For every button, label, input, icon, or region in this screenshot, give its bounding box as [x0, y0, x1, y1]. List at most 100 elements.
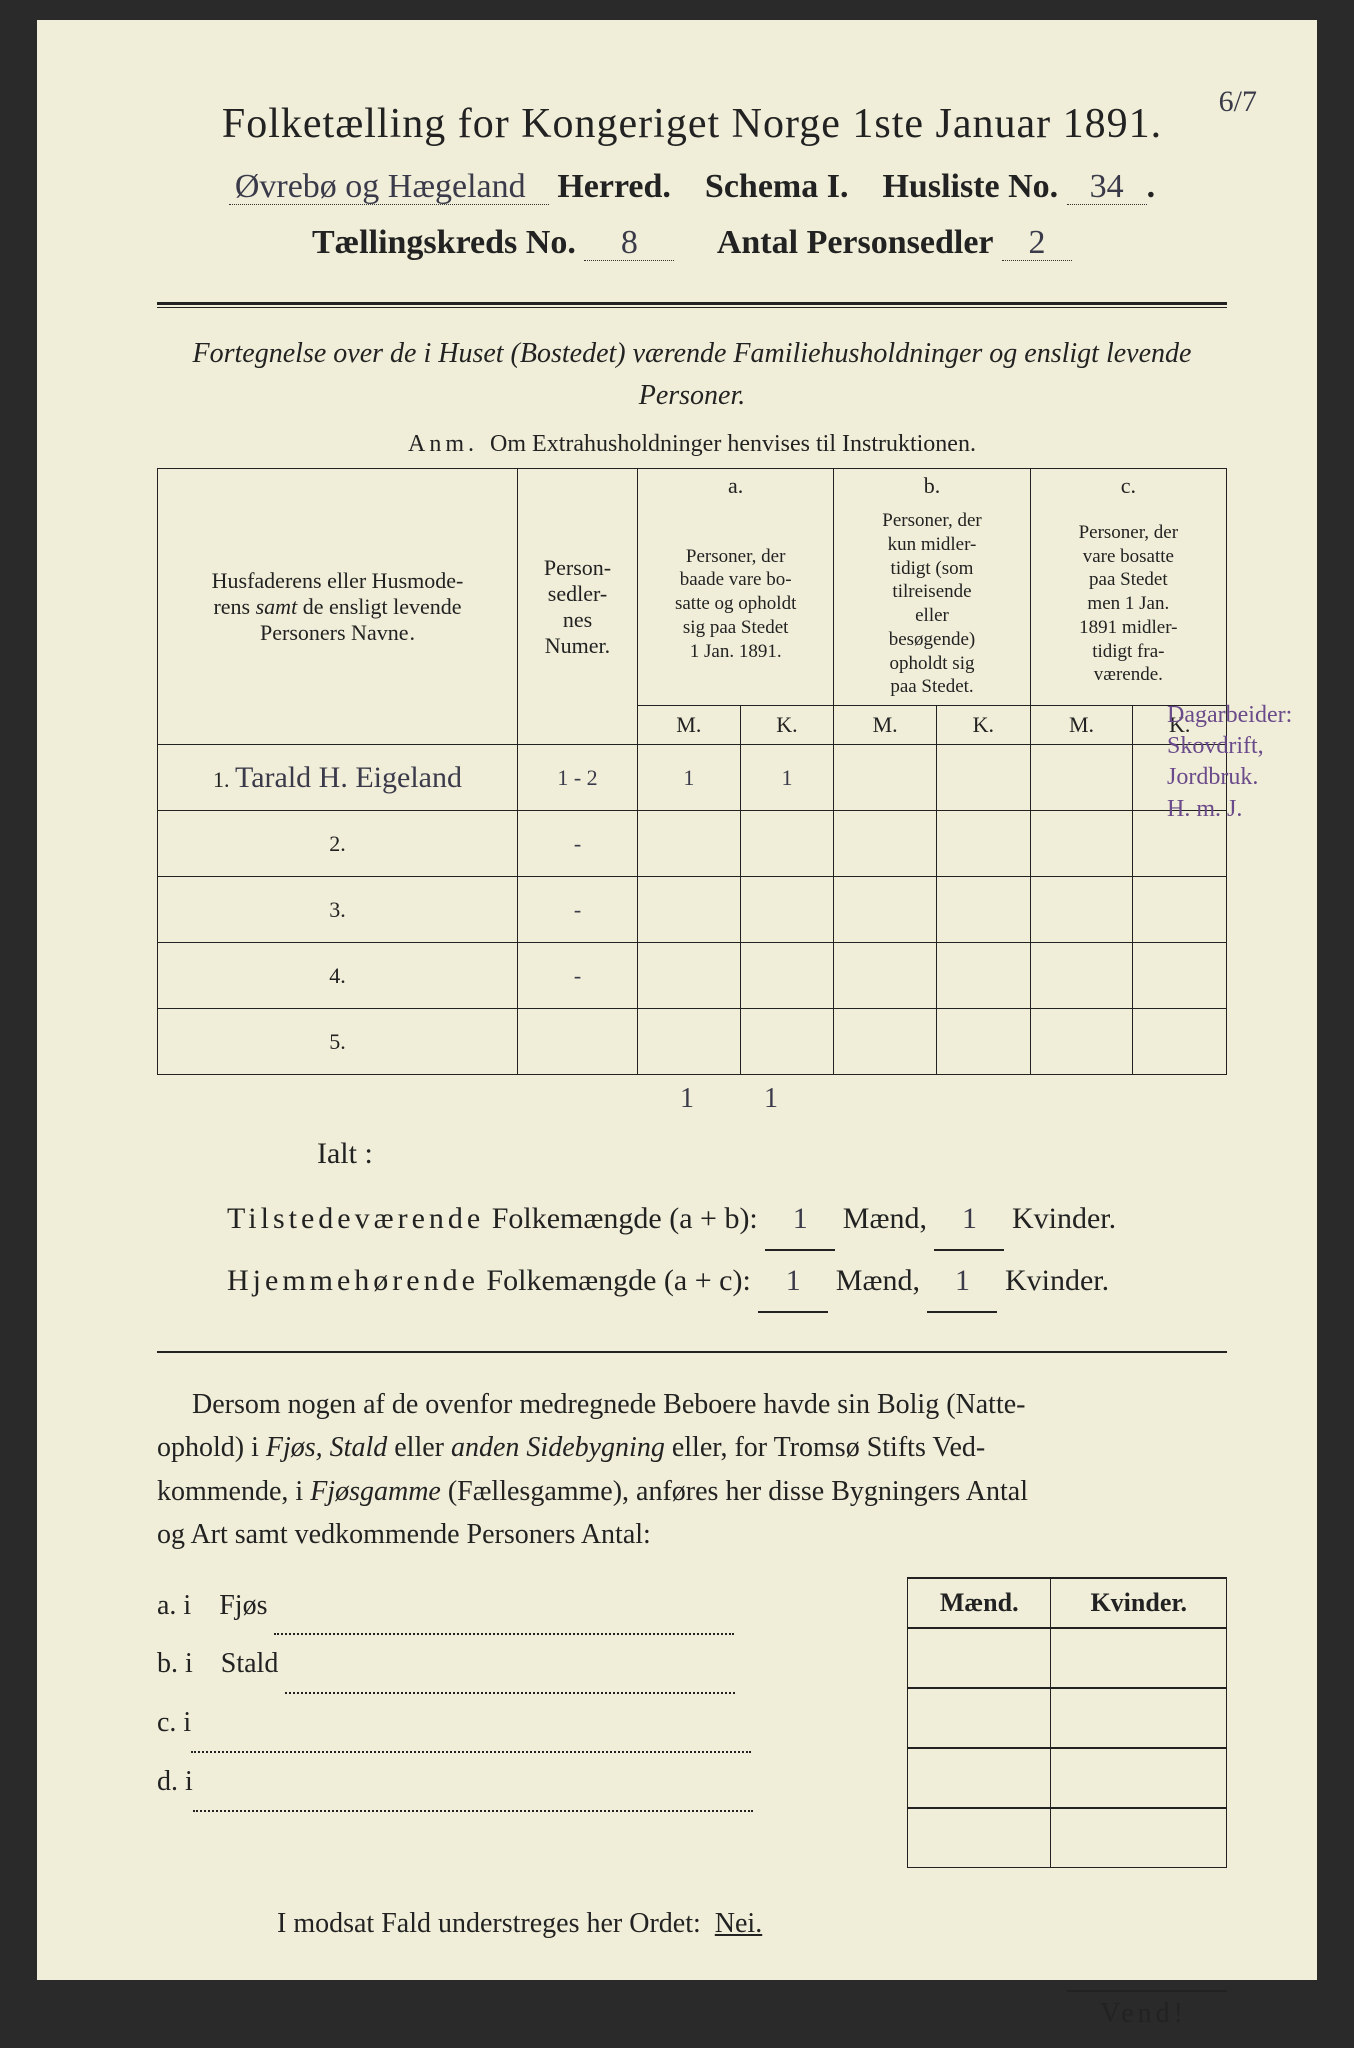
col-c-m: M. — [1030, 706, 1133, 745]
table-row: 2. - — [158, 811, 1227, 877]
abcd-list: a. i Fjøs b. i Stald c. i d. i — [157, 1577, 877, 1869]
schema-label: Schema I. — [705, 168, 849, 205]
cell-num: - — [518, 877, 638, 943]
hjemme-label: Hjemmehørende — [227, 1264, 479, 1297]
em-fjos: Fjøs, Stald — [266, 1432, 387, 1463]
tick-a-m: 1 — [647, 1083, 727, 1115]
maend-label: Mænd, — [843, 1202, 927, 1235]
abcd-label: Fjøs — [219, 1590, 267, 1621]
herred-label: Herred. — [557, 168, 671, 205]
totals-tilstede: Tilstedeværende Folkemængde (a + b): 1 M… — [227, 1189, 1227, 1251]
kvinder-label: Kvinder. — [1012, 1202, 1116, 1235]
divider — [157, 1351, 1227, 1353]
abcd-row: b. i Stald — [157, 1635, 877, 1694]
kreds-label: Tællingskreds No. — [312, 224, 576, 261]
nei-line: I modsat Fald understreges her Ordet: Ne… — [277, 1908, 1227, 1940]
margin-annotation: Dagarbeider: Skovdrift, Jordbruk. H. m. … — [1167, 700, 1287, 825]
cell-num: 1 - 2 — [518, 745, 638, 811]
antal-value: 2 — [1002, 226, 1072, 261]
abcd-row: c. i — [157, 1694, 877, 1753]
mk-table: Mænd.Kvinder. — [907, 1577, 1227, 1869]
nei-word: Nei. — [715, 1908, 762, 1939]
em-anden: anden Sidebygning — [451, 1432, 665, 1463]
row-num: 2. — [158, 811, 518, 877]
below-ticks: 1 1 — [647, 1083, 1227, 1115]
col-b-m: M. — [834, 706, 937, 745]
col-a-k: K. — [740, 706, 834, 745]
header-line-3: Tællingskreds No. 8 Antal Personsedler 2 — [157, 224, 1227, 262]
census-form-page: 6/7 Folketælling for Kongeriget Norge 1s… — [37, 20, 1317, 1980]
divider — [157, 302, 1227, 308]
abcd-tag: a. i — [157, 1590, 191, 1621]
mk-m-header: Mænd. — [908, 1578, 1051, 1628]
mk-cell — [1051, 1808, 1227, 1868]
row-num: 1. — [213, 767, 230, 792]
col-b-text: Personer, derkun midler-tidigt (somtilre… — [834, 503, 1030, 706]
mk-cell — [908, 1808, 1051, 1868]
lower-section: a. i Fjøs b. i Stald c. i d. i Mænd.Kvin… — [157, 1577, 1227, 1869]
ialt-label: Ialt : — [317, 1137, 1227, 1171]
household-table: Husfaderens eller Husmode-rens samt de e… — [157, 468, 1227, 1075]
mk-cell — [908, 1628, 1051, 1688]
table-row: 5. — [158, 1009, 1227, 1075]
col-b-k: K. — [936, 706, 1030, 745]
nei-text: I modsat Fald understreges her Ordet: — [277, 1908, 701, 1939]
row-num: 3. — [158, 877, 518, 943]
row-num: 5. — [158, 1009, 518, 1075]
totals-block: Tilstedeværende Folkemængde (a + b): 1 M… — [227, 1189, 1227, 1313]
cell-num: - — [518, 943, 638, 1009]
totals-hjemme: Hjemmehørende Folkemængde (a + c): 1 Mæn… — [227, 1251, 1227, 1313]
hjemme-m: 1 — [758, 1251, 828, 1313]
table-row: 3. - — [158, 877, 1227, 943]
mk-cell — [1051, 1748, 1227, 1808]
tilstede-k: 1 — [934, 1189, 1004, 1251]
tilstede-label: Tilstedeværende — [227, 1202, 484, 1235]
col-header-number: Person-sedler-nesNumer. — [518, 469, 638, 745]
cell-num — [518, 1009, 638, 1075]
cell-a-k: 1 — [740, 745, 834, 811]
subtitle: Fortegnelse over de i Huset (Bostedet) v… — [157, 333, 1227, 417]
col-b-top: b. — [834, 469, 1030, 504]
abcd-tag: c. i — [157, 1707, 191, 1738]
cell-b-k — [936, 745, 1030, 811]
anm-label: Anm. — [408, 431, 478, 457]
abcd-tag: b. i — [157, 1648, 193, 1679]
tilstede-m: 1 — [765, 1189, 835, 1251]
cell-num: - — [518, 811, 638, 877]
lower-paragraph: Dersom nogen af de ovenfor medregnede Be… — [157, 1383, 1227, 1557]
col-header-name: Husfaderens eller Husmode-rens samt de e… — [158, 469, 518, 745]
cell-b-m — [834, 745, 937, 811]
col-a-top: a. — [638, 469, 834, 504]
row-name: Tarald H. Eigeland — [235, 761, 462, 794]
corner-annotation: 6/7 — [1219, 85, 1257, 119]
cell-a-m: 1 — [638, 745, 741, 811]
tick-a-k: 1 — [731, 1083, 811, 1115]
abcd-row: d. i — [157, 1753, 877, 1812]
anm-line: Anm. Om Extrahusholdninger henvises til … — [157, 431, 1227, 458]
hjemme-k: 1 — [927, 1251, 997, 1313]
husliste-label: Husliste No. — [882, 168, 1058, 205]
col-c-top: c. — [1030, 469, 1226, 504]
mk-cell — [1051, 1688, 1227, 1748]
em-gamme: Fjøsgamme — [310, 1476, 441, 1507]
header-line-2: Øvrebø og Hægeland Herred. Schema I. Hus… — [157, 168, 1227, 206]
kvinder-label: Kvinder. — [1005, 1264, 1109, 1297]
vend-label: Vend! — [1067, 1990, 1227, 2030]
page-title: Folketælling for Kongeriget Norge 1ste J… — [157, 100, 1227, 148]
herred-value: Øvrebø og Hægeland — [229, 170, 549, 205]
row-num: 4. — [158, 943, 518, 1009]
col-a-text: Personer, derbaade vare bo-satte og opho… — [638, 503, 834, 706]
cell-c-m — [1030, 745, 1133, 811]
abcd-label: Stald — [221, 1648, 279, 1679]
mk-cell — [908, 1748, 1051, 1808]
husliste-value: 34 — [1067, 170, 1147, 205]
table-row: 4. - — [158, 943, 1227, 1009]
mk-k-header: Kvinder. — [1051, 1578, 1227, 1628]
table-row: 1. Tarald H. Eigeland 1 - 2 1 1 — [158, 745, 1227, 811]
col-a-m: M. — [638, 706, 741, 745]
kreds-value: 8 — [584, 226, 674, 261]
mk-cell — [1051, 1628, 1227, 1688]
abcd-row: a. i Fjøs — [157, 1577, 877, 1636]
maend-label: Mænd, — [836, 1264, 920, 1297]
abcd-tag: d. i — [157, 1766, 193, 1797]
